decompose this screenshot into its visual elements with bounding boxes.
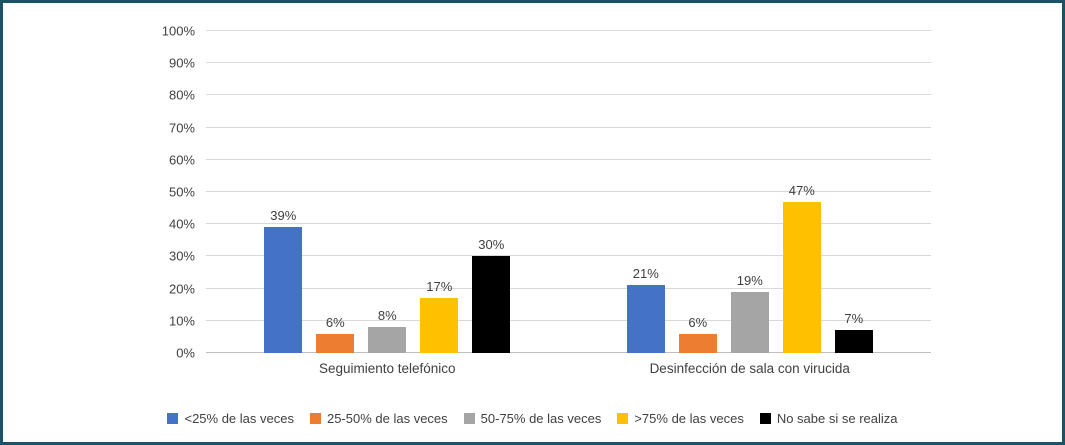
legend-swatch-icon <box>759 413 771 424</box>
bar: 47% <box>782 183 821 353</box>
x-axis-line <box>206 352 931 353</box>
legend-label: No sabe si se realiza <box>776 411 898 426</box>
legend-label: >75% de las veces <box>634 411 744 426</box>
bar: 17% <box>420 279 459 353</box>
gridline <box>206 287 931 289</box>
y-axis-tick-label: 50% <box>168 184 195 200</box>
legend-swatch-icon <box>617 413 629 424</box>
legend-swatch-icon <box>309 413 321 424</box>
bar: 7% <box>834 311 873 353</box>
category-label: Desinfección de sala con virucida <box>649 361 850 376</box>
grouped-bar-chart: 0% 10% 20% 30% 40% 50% 60% 70% 80% 90% 100% 39% 6% 8… <box>3 3 1062 442</box>
y-axis-tick-label: 70% <box>168 120 195 136</box>
y-axis: 0% 10% 20% 30% 40% 50% 60% 70% 80% 90% 100% <box>133 25 195 360</box>
bar: 6% <box>316 315 355 353</box>
y-axis-tick-label: 90% <box>168 55 195 71</box>
category-label: Seguimiento telefónico <box>318 361 456 376</box>
legend-label: 50-75% de las veces <box>480 411 602 426</box>
plot-area: 39% 6% 8% 17% 30% 21% 6% 19% 47% 7% <box>206 30 932 353</box>
gridline <box>206 126 931 128</box>
bar-value-label: 6% <box>325 314 345 330</box>
legend-item: 25-50% de las veces <box>309 411 448 426</box>
gridline <box>206 319 931 321</box>
bar-value-label: 8% <box>377 308 397 324</box>
bar-value-label: 19% <box>736 272 763 288</box>
bar-value-label: 39% <box>270 208 297 224</box>
legend-swatch-icon <box>463 413 475 424</box>
bar-value-label: 17% <box>426 279 453 295</box>
legend-item: 50-75% de las veces <box>463 411 602 426</box>
bar-value-label: 47% <box>788 182 815 198</box>
gridline <box>206 191 931 192</box>
y-axis-tick-label: 80% <box>168 87 195 103</box>
legend-item: No sabe si se realiza <box>759 411 898 426</box>
y-axis-tick-label: 40% <box>168 216 195 232</box>
bar-value-label: 6% <box>688 314 708 330</box>
gridline <box>206 94 931 96</box>
bar: 21% <box>626 266 665 353</box>
bar: 6% <box>678 315 717 353</box>
legend-item: <25% de las veces <box>167 411 294 426</box>
x-axis-labels: Seguimiento telefónico Desinfección de sa… <box>206 361 931 376</box>
bar-value-label: 7% <box>844 311 864 327</box>
legend-swatch-icon <box>167 413 179 424</box>
legend-label: <25% de las veces <box>184 411 294 426</box>
bar: 39% <box>264 208 303 353</box>
bar: 8% <box>368 308 407 353</box>
bar-value-label: 30% <box>478 237 505 253</box>
legend-item: >75% de las veces <box>617 411 744 426</box>
y-axis-tick-label: 20% <box>168 281 195 297</box>
gridline <box>206 30 931 31</box>
y-axis-tick-label: 60% <box>168 152 195 168</box>
gridline <box>206 62 931 64</box>
y-axis-tick-label: 0% <box>176 345 195 361</box>
bar: 30% <box>472 237 511 353</box>
legend: <25% de las veces 25-50% de las veces 50-7… <box>3 411 1062 426</box>
gridline <box>206 158 931 160</box>
legend-label: 25-50% de las veces <box>326 411 448 426</box>
y-axis-tick-label: 30% <box>168 248 195 264</box>
bar-group: 39% 6% 8% 17% 30% <box>206 31 569 353</box>
bar-group: 21% 6% 19% 47% 7% <box>569 31 932 353</box>
bar: 19% <box>730 273 769 353</box>
gridline <box>206 223 931 225</box>
y-axis-tick-label: 100% <box>161 23 195 39</box>
bar-value-label: 21% <box>632 266 659 282</box>
gridline <box>206 255 931 257</box>
y-axis-tick-label: 10% <box>168 313 195 329</box>
